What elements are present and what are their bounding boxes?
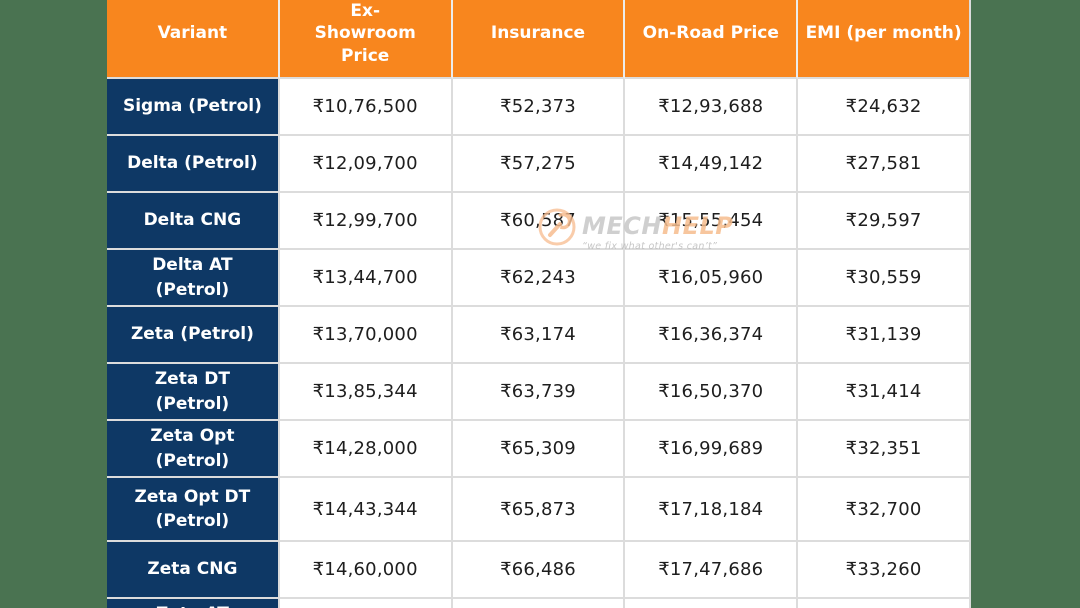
col-header-on-road-price: On-Road Price bbox=[625, 0, 799, 80]
value-cell: ₹13,70,000 bbox=[279, 307, 453, 365]
table-row: Zeta CNG ₹14,60,000 ₹66,486 ₹17,47,686 ₹33,2… bbox=[107, 542, 971, 600]
value-cell: ₹16,05,960 bbox=[625, 250, 799, 308]
value-cell: ₹14,43,344 bbox=[279, 478, 453, 543]
table-header: Variant Ex-Showroom Price Insurance On-R… bbox=[107, 0, 971, 80]
value-cell: ₹16,99,689 bbox=[625, 421, 799, 479]
price-table: Variant Ex-Showroom Price Insurance On-R… bbox=[107, 0, 971, 608]
value-cell: ₹12,09,700 bbox=[279, 136, 453, 194]
col-header-emi-label: EMI (per month) bbox=[805, 23, 962, 44]
variant-cell: Delta CNG bbox=[107, 193, 280, 251]
col-header-variant: Variant bbox=[107, 0, 280, 80]
value-cell: ₹14,60,000 bbox=[279, 542, 453, 600]
table-row: Zeta Opt (Petrol) ₹14,28,000 ₹65,309 ₹16,99… bbox=[107, 421, 971, 479]
variant-cell: Delta (Petrol) bbox=[107, 136, 280, 194]
table-body: Sigma (Petrol) ₹10,76,500 ₹52,373 ₹12,93,68… bbox=[107, 79, 971, 608]
value-cell: ₹10,76,500 bbox=[279, 79, 453, 137]
table-row: Delta AT (Petrol) ₹13,44,700 ₹62,243 ₹16,05… bbox=[107, 250, 971, 308]
variant-cell: Zeta (Petrol) bbox=[107, 307, 280, 365]
value-cell: ₹32,351 bbox=[798, 421, 971, 479]
value-cell: ₹12,99,700 bbox=[279, 193, 453, 251]
col-header-on-road-price-label: On-Road Price bbox=[642, 23, 779, 44]
value-cell: ₹34,159 bbox=[798, 599, 971, 608]
value-cell: ₹57,275 bbox=[452, 136, 626, 194]
value-cell: ₹31,139 bbox=[798, 307, 971, 365]
value-cell: ₹15,55,454 bbox=[625, 193, 799, 251]
value-cell: ₹17,18,184 bbox=[625, 478, 799, 543]
table-row: Delta CNG ₹12,99,700 ₹60,587 ₹15,55,454 ₹29,… bbox=[107, 193, 971, 251]
value-cell: ₹68,142 bbox=[452, 599, 626, 608]
col-header-emi: EMI (per month) bbox=[798, 0, 971, 80]
value-cell: ₹52,373 bbox=[452, 79, 626, 137]
value-cell: ₹66,486 bbox=[452, 542, 626, 600]
value-cell: ₹62,243 bbox=[452, 250, 626, 308]
col-header-insurance: Insurance bbox=[452, 0, 626, 80]
value-cell: ₹32,700 bbox=[798, 478, 971, 543]
value-cell: ₹13,85,344 bbox=[279, 364, 453, 422]
value-cell: ₹65,309 bbox=[452, 421, 626, 479]
table-row: Zeta DT (Petrol) ₹13,85,344 ₹63,739 ₹16,50,… bbox=[107, 364, 971, 422]
value-cell: ₹24,632 bbox=[798, 79, 971, 137]
value-cell: ₹17,47,686 bbox=[625, 542, 799, 600]
value-cell: ₹60,587 bbox=[452, 193, 626, 251]
variant-cell: Zeta DT (Petrol) bbox=[107, 364, 280, 422]
value-cell: ₹33,260 bbox=[798, 542, 971, 600]
col-header-insurance-label: Insurance bbox=[490, 23, 586, 44]
value-cell: ₹14,49,142 bbox=[625, 136, 799, 194]
value-cell: ₹12,93,688 bbox=[625, 79, 799, 137]
variant-price-table: Variant Ex-Showroom Price Insurance On-R… bbox=[107, 0, 971, 608]
col-header-ex-showroom-price: Ex-Showroom Price bbox=[279, 0, 453, 80]
variant-cell: Zeta AT (Petrol) bbox=[107, 599, 280, 608]
value-cell: ₹27,581 bbox=[798, 136, 971, 194]
value-cell: ₹31,414 bbox=[798, 364, 971, 422]
table-row: Zeta AT (Petrol)₹15,05,000₹68,142₹17,94,… bbox=[107, 599, 971, 608]
value-cell: ₹63,739 bbox=[452, 364, 626, 422]
value-cell: ₹17,94,192 bbox=[625, 599, 799, 608]
col-header-variant-label: Variant bbox=[157, 23, 228, 44]
value-cell: ₹16,50,370 bbox=[625, 364, 799, 422]
variant-cell: Delta AT (Petrol) bbox=[107, 250, 280, 308]
header-row: Variant Ex-Showroom Price Insurance On-R… bbox=[107, 0, 971, 80]
table-row: Zeta (Petrol) ₹13,70,000 ₹63,174 ₹16,36,374… bbox=[107, 307, 971, 365]
value-cell: ₹13,44,700 bbox=[279, 250, 453, 308]
table-row: Delta (Petrol) ₹12,09,700 ₹57,275 ₹14,49,14… bbox=[107, 136, 971, 194]
value-cell: ₹65,873 bbox=[452, 478, 626, 543]
variant-cell: Zeta Opt DT (Petrol) bbox=[107, 478, 280, 543]
variant-cell: Zeta CNG bbox=[107, 542, 280, 600]
value-cell: ₹16,36,374 bbox=[625, 307, 799, 365]
value-cell: ₹63,174 bbox=[452, 307, 626, 365]
value-cell: ₹30,559 bbox=[798, 250, 971, 308]
variant-cell: Zeta Opt (Petrol) bbox=[107, 421, 280, 479]
table-row: Sigma (Petrol) ₹10,76,500 ₹52,373 ₹12,93,68… bbox=[107, 79, 971, 137]
variant-cell: Sigma (Petrol) bbox=[107, 79, 280, 137]
col-header-ex-showroom-price-label: Ex-Showroom Price bbox=[314, 1, 416, 66]
value-cell: ₹14,28,000 bbox=[279, 421, 453, 479]
value-cell: ₹15,05,000 bbox=[279, 599, 453, 608]
table-row: Zeta Opt DT (Petrol) ₹14,43,344 ₹65,873 ₹17… bbox=[107, 478, 971, 543]
value-cell: ₹29,597 bbox=[798, 193, 971, 251]
